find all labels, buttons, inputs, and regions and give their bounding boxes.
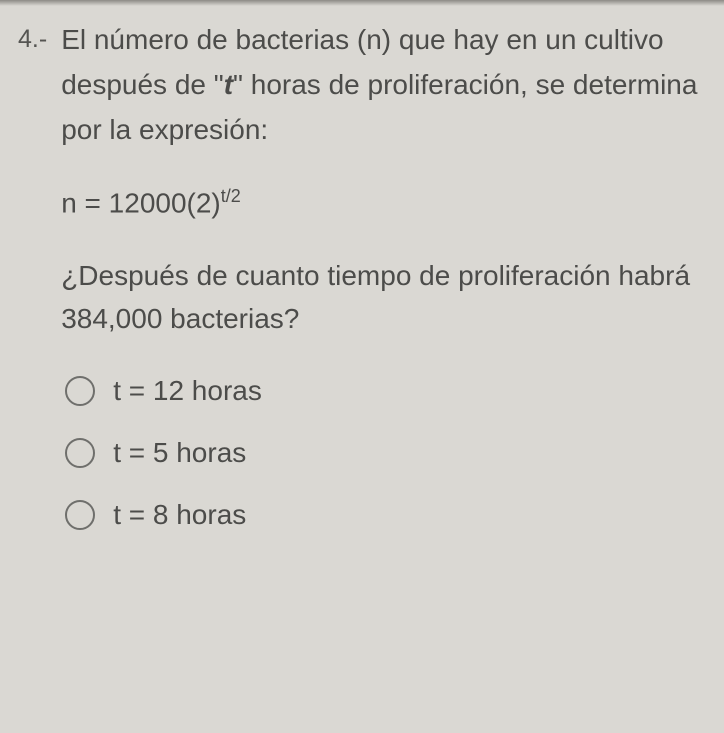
option-label: t = 12 horas — [113, 375, 262, 407]
formula-lhs: n = 12000(2) — [61, 188, 221, 219]
formula: n = 12000(2)t/2 — [61, 186, 700, 219]
radio-circle-icon[interactable] — [65, 500, 95, 530]
radio-circle-icon[interactable] — [65, 376, 95, 406]
radio-circle-icon[interactable] — [65, 438, 95, 468]
question-stem: El número de bacterias (n) que hay en un… — [61, 18, 700, 152]
stem-variable-t: t — [224, 69, 233, 100]
question-content: El número de bacterias (n) que hay en un… — [61, 18, 700, 531]
question-block: 4.- El número de bacterias (n) que hay e… — [18, 18, 700, 531]
question-followup: ¿Después de cuanto tiempo de proliferaci… — [61, 254, 700, 341]
formula-exponent: t/2 — [221, 186, 241, 206]
question-number: 4.- — [18, 18, 47, 59]
option-a[interactable]: t = 12 horas — [65, 375, 700, 407]
option-label: t = 5 horas — [113, 437, 246, 469]
options-list: t = 12 horas t = 5 horas t = 8 horas — [61, 375, 700, 531]
option-b[interactable]: t = 5 horas — [65, 437, 700, 469]
option-c[interactable]: t = 8 horas — [65, 499, 700, 531]
option-label: t = 8 horas — [113, 499, 246, 531]
